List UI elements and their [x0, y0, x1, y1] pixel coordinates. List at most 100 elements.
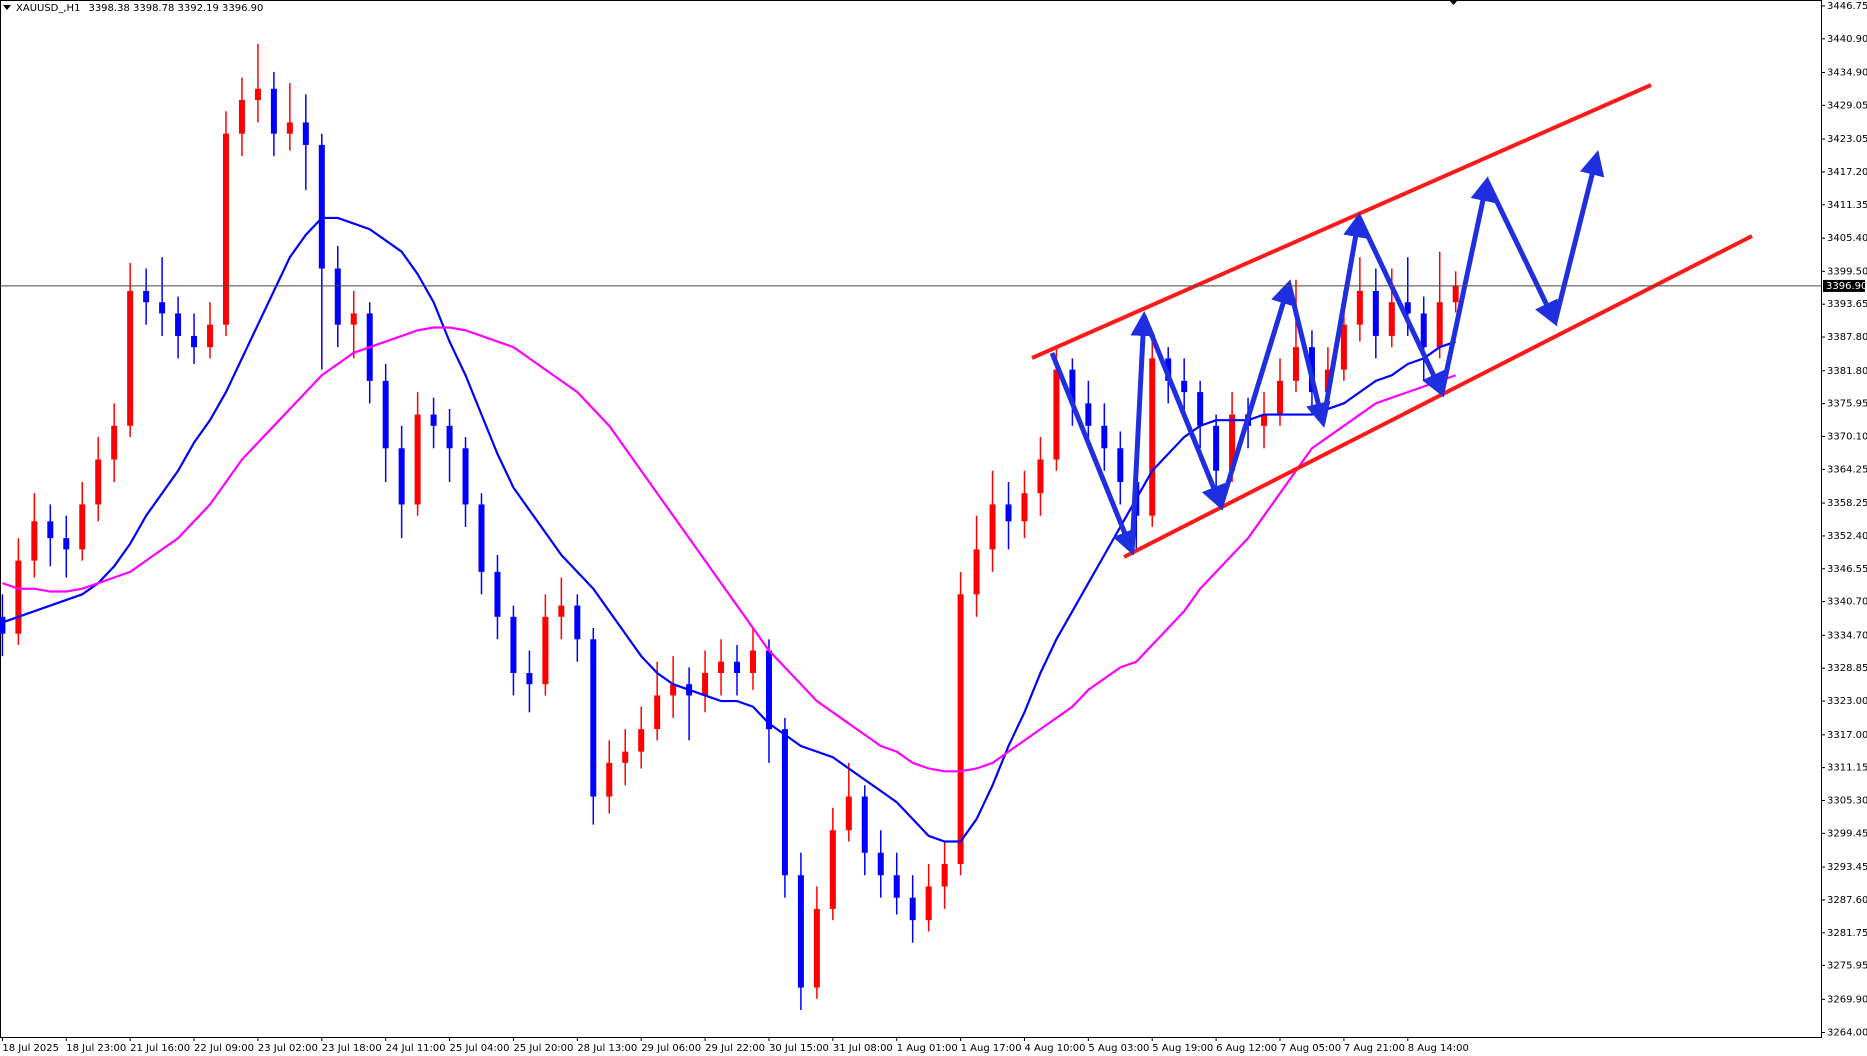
candle-body	[606, 762, 613, 797]
candle-body	[622, 751, 629, 763]
candle-body	[1037, 459, 1044, 494]
y-tick-label: 3281.75	[1827, 928, 1867, 939]
ohlc: 3398.38 3398.78 3392.19 3396.90	[88, 3, 263, 14]
candle-body	[462, 448, 469, 505]
y-tick-label: 3393.65	[1827, 299, 1867, 310]
y-tick-label: 3387.80	[1827, 332, 1867, 343]
x-tick-label: 24 Jul 11:00	[386, 1043, 446, 1054]
candle-body	[238, 99, 245, 134]
y-tick-label: 3269.90	[1827, 994, 1867, 1005]
x-tick-label: 29 Jul 22:00	[705, 1043, 765, 1054]
x-tick-label: 7 Aug 05:00	[1280, 1043, 1341, 1054]
candle-body	[877, 852, 884, 876]
candle-body	[590, 639, 597, 797]
candle-body	[478, 504, 485, 572]
x-tick-label: 8 Aug 14:00	[1408, 1043, 1469, 1054]
candle-body	[1069, 369, 1076, 404]
marks	[0, 43, 1459, 1011]
candle-body	[414, 414, 421, 505]
x-tick-label: 1 Aug 17:00	[961, 1043, 1022, 1054]
candle-body	[1277, 380, 1283, 415]
x-tick-label: 5 Aug 03:00	[1088, 1043, 1149, 1054]
candle-body	[1085, 403, 1092, 426]
y-tick-label: 3429.05	[1827, 100, 1867, 111]
candle-body	[1117, 448, 1124, 482]
candle-body	[15, 560, 22, 634]
candle-body	[79, 504, 86, 550]
symbol: XAUUSD_,H1	[16, 3, 80, 14]
candle-body	[574, 605, 581, 640]
moving-average	[2, 326, 1457, 773]
last-price-box	[1823, 279, 1865, 292]
candle-body	[1404, 302, 1411, 314]
y-tick-label: 3434.90	[1827, 67, 1867, 78]
candle-body	[558, 605, 565, 617]
plot-frame	[0, 0, 1822, 1038]
candle-body	[159, 302, 166, 314]
candle-body	[1372, 290, 1379, 336]
x-tick-label: 5 Aug 19:00	[1152, 1043, 1213, 1054]
y-tick-label: 3446.75	[1827, 1, 1867, 12]
candle-body	[718, 661, 725, 673]
candle-body	[1229, 414, 1236, 471]
y-tick-label: 3323.00	[1827, 696, 1867, 707]
y-tick-label: 3405.40	[1827, 233, 1867, 244]
candle-body	[270, 88, 277, 134]
candle-body	[254, 88, 261, 100]
y-tick-label: 3299.45	[1827, 828, 1867, 839]
candle-body	[638, 729, 645, 752]
y-tick-label: 3440.90	[1827, 34, 1867, 45]
annotations	[1031, 83, 1753, 559]
y-tick-label: 3375.95	[1827, 399, 1867, 410]
x-tick-label: 31 Jul 08:00	[833, 1043, 893, 1054]
moving-average	[2, 216, 1457, 843]
x-tick-label: 18 Jul 2025	[2, 1043, 59, 1054]
y-tick-label: 3381.80	[1827, 366, 1867, 377]
candle-body	[1261, 414, 1268, 426]
y-tick-label: 3399.50	[1827, 266, 1867, 277]
candle-body	[191, 335, 198, 348]
candle-body	[1340, 324, 1347, 370]
candle-body	[95, 459, 102, 505]
shift-marker	[1449, 0, 1458, 5]
candle-body	[398, 448, 405, 505]
candle-body	[382, 380, 389, 449]
candle-body	[1292, 347, 1299, 381]
y-tick-label: 3264.00	[1827, 1028, 1867, 1039]
x-tick-label: 30 Jul 15:00	[769, 1043, 829, 1054]
y-tick-label: 3340.70	[1827, 597, 1867, 608]
candle-body	[973, 549, 980, 595]
candle-body	[781, 729, 788, 876]
candle-body	[1021, 493, 1028, 522]
x-tick-label: 29 Jul 06:00	[641, 1043, 701, 1054]
candle-body	[494, 571, 501, 617]
candle-body	[734, 661, 741, 673]
y-tick-label: 3287.60	[1827, 895, 1867, 906]
x-tick-label: 1 Aug 01:00	[897, 1043, 958, 1054]
candle-body	[302, 122, 309, 145]
x-tick-label: 6 Aug 12:00	[1216, 1043, 1277, 1054]
candle-body	[925, 886, 932, 921]
candle-body	[1053, 369, 1060, 460]
y-tick-label: 3334.70	[1827, 630, 1867, 641]
x-tick-label: 4 Aug 10:00	[1024, 1043, 1085, 1054]
x-tick-label: 7 Aug 21:00	[1344, 1043, 1405, 1054]
y-tick-label: 3417.20	[1827, 167, 1867, 178]
candle-body	[222, 133, 229, 325]
candle-body	[1356, 290, 1363, 325]
x-tick-label: 25 Jul 20:00	[513, 1043, 573, 1054]
candle-body	[957, 594, 964, 864]
chart-header: XAUUSD_,H1 3398.38 3398.78 3392.19 3396.9…	[16, 3, 263, 14]
candle-body	[127, 290, 134, 426]
candle-body	[1388, 302, 1395, 336]
y-tick-label: 3411.35	[1827, 200, 1867, 211]
candle-body	[1005, 504, 1012, 522]
y-tick-label: 3317.00	[1827, 730, 1867, 741]
candle-body	[542, 616, 549, 685]
candle-body	[430, 414, 437, 426]
candle-body	[1420, 313, 1427, 348]
x-tick-label: 22 Jul 09:00	[194, 1043, 254, 1054]
x-tick-label: 21 Jul 16:00	[130, 1043, 190, 1054]
last-price-label: 3396.90	[1826, 281, 1867, 292]
channel-lower	[1123, 234, 1753, 559]
